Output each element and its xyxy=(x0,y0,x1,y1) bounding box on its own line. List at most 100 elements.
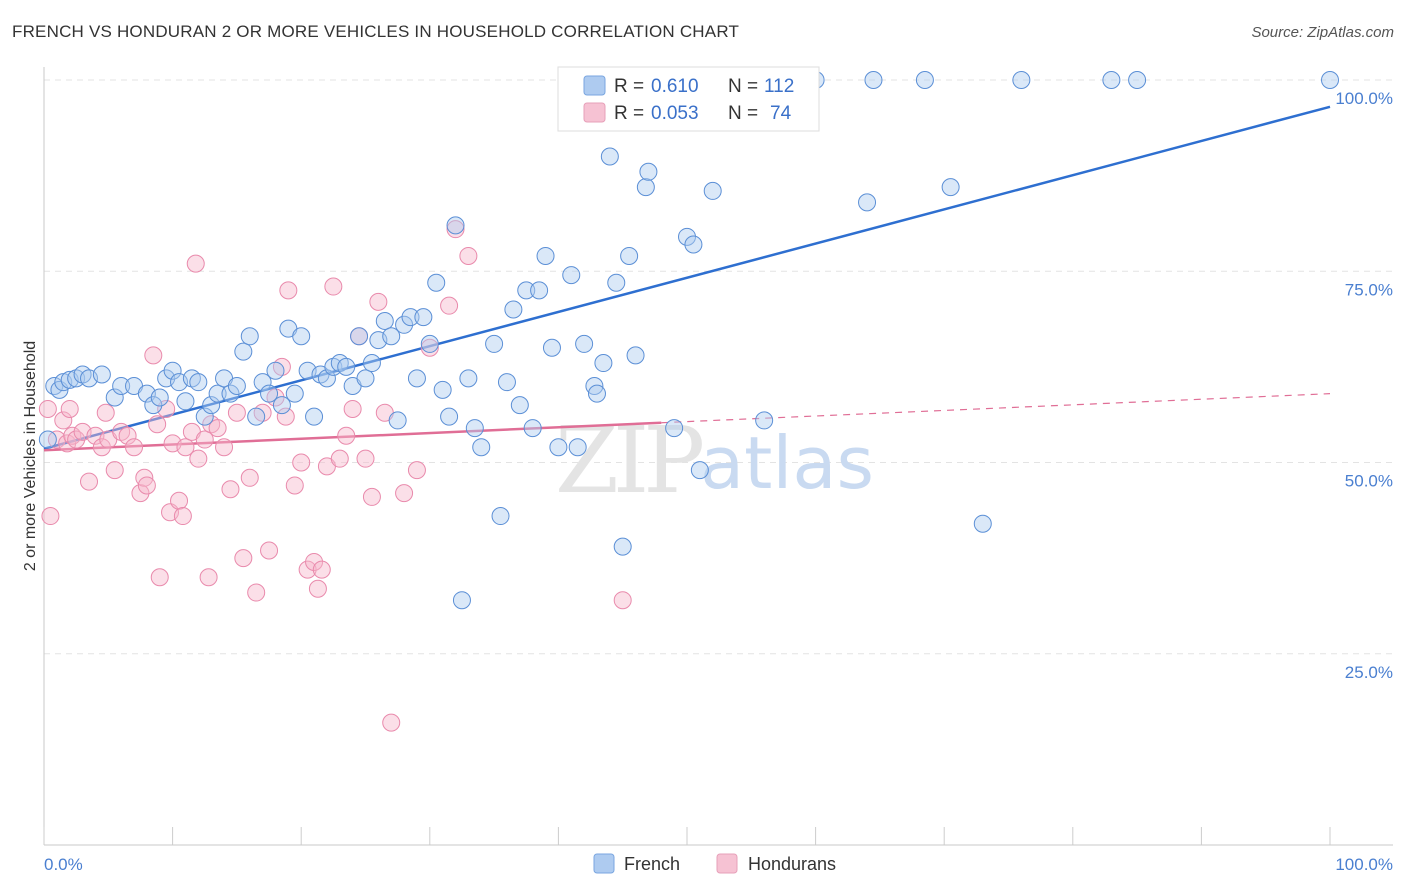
french-point-90 xyxy=(639,162,658,181)
honduran-point-16 xyxy=(118,426,137,445)
french-point-75 xyxy=(549,438,568,457)
french-point-103 xyxy=(941,178,960,197)
french-point-86 xyxy=(620,246,639,265)
honduran-point-27 xyxy=(170,491,189,510)
bottom-legend-swatch-french xyxy=(593,853,615,874)
honduran-point-49 xyxy=(285,476,304,495)
french-point-47 xyxy=(362,354,381,373)
french-trend-line xyxy=(43,105,1331,450)
french-point-29 xyxy=(247,407,266,426)
gridlines xyxy=(44,79,1393,655)
watermark: ZIP atlas xyxy=(555,407,874,514)
chart-title: FRENCH VS HONDURAN 2 OR MORE VEHICLES IN… xyxy=(12,22,740,41)
source-label: Source: ZipAtlas.com xyxy=(1251,24,1394,41)
trend-lines xyxy=(43,105,1331,452)
french-point-54 xyxy=(407,369,426,388)
honduran-point-42 xyxy=(247,583,266,602)
french-point-46 xyxy=(356,369,375,388)
french-point-43 xyxy=(337,357,356,376)
french-point-50 xyxy=(382,327,401,346)
french-point-95 xyxy=(690,461,709,480)
french-point-13 xyxy=(144,396,163,415)
honduran-point-56 xyxy=(324,277,343,296)
honduran-point-71 xyxy=(459,246,478,265)
honduran-point-48 xyxy=(279,281,298,300)
french-point-69 xyxy=(510,396,529,415)
french-point-18 xyxy=(176,392,195,411)
french-point-83 xyxy=(600,147,619,166)
honduran-point-11 xyxy=(92,438,111,457)
french-point-105 xyxy=(1012,71,1031,89)
french-point-26 xyxy=(227,377,246,395)
honduran-point-51 xyxy=(298,560,317,579)
honduran-point-69 xyxy=(440,296,459,315)
honduran-point-36 xyxy=(208,419,227,438)
honduran-point-9 xyxy=(80,472,99,491)
legend-r-label-honduran: R = xyxy=(614,103,644,124)
axes xyxy=(43,67,1393,846)
french-point-84 xyxy=(607,273,626,292)
french-point-55 xyxy=(414,308,433,327)
french-point-62 xyxy=(459,369,478,388)
legend-n-french: 112 xyxy=(764,76,794,97)
french-point-65 xyxy=(485,334,504,353)
french-point-27 xyxy=(234,342,253,361)
honduran-point-1 xyxy=(41,507,60,526)
honduran-point-28 xyxy=(173,507,192,526)
honduran-point-5 xyxy=(60,399,79,418)
y-axis-title: 2 or more Vehicles in Household xyxy=(22,341,39,571)
french-point-98 xyxy=(755,411,774,430)
honduran-point-65 xyxy=(382,713,401,732)
x-tick-label-max: 100.0% xyxy=(1335,855,1393,874)
french-point-38 xyxy=(305,407,324,426)
french-point-92 xyxy=(665,419,684,438)
honduran-point-21 xyxy=(144,346,163,365)
honduran-point-66 xyxy=(395,484,414,503)
honduran-point-61 xyxy=(356,449,375,468)
french-point-94 xyxy=(684,235,703,254)
french-point-31 xyxy=(260,384,279,403)
french-point-56 xyxy=(420,334,439,353)
legend-r-label-french: R = xyxy=(614,76,644,97)
french-point-49 xyxy=(375,311,394,330)
french-point-14 xyxy=(150,388,169,407)
french-point-76 xyxy=(562,266,581,285)
honduran-point-3 xyxy=(54,411,73,430)
french-point-51 xyxy=(388,411,407,430)
y-tick-label-2: 75.0% xyxy=(1345,280,1393,299)
french-point-77 xyxy=(568,438,587,457)
honduran-point-0 xyxy=(38,399,57,418)
honduran-point-37 xyxy=(215,438,234,457)
french-point-93 xyxy=(678,227,696,246)
french-point-33 xyxy=(272,396,291,415)
honduran-point-14 xyxy=(105,461,124,480)
x-tick-label-min: 0.0% xyxy=(44,855,83,874)
french-point-71 xyxy=(523,419,542,438)
honduran-point-52 xyxy=(305,552,324,571)
french-point-100 xyxy=(858,193,877,212)
honduran-point-32 xyxy=(189,449,208,468)
y-tick-label-0: 25.0% xyxy=(1345,663,1393,682)
bottom-legend-honduran: Hondurans xyxy=(748,854,836,874)
honduran-point-34 xyxy=(199,568,218,587)
french-point-8 xyxy=(92,365,111,384)
french-point-32 xyxy=(266,361,285,380)
french-point-104 xyxy=(973,514,992,533)
french-point-89 xyxy=(636,178,655,197)
french-point-52 xyxy=(395,315,414,334)
honduran-point-20 xyxy=(137,476,156,495)
honduran-point-2 xyxy=(47,430,66,449)
french-point-9 xyxy=(105,388,124,407)
french-point-58 xyxy=(433,380,452,399)
french-point-67 xyxy=(497,373,516,392)
bottom-legend-swatch-honduran xyxy=(716,853,738,874)
french-point-60 xyxy=(446,216,465,235)
x-ticks xyxy=(43,827,1331,845)
french-point-21 xyxy=(195,407,214,426)
french-point-107 xyxy=(1128,71,1147,89)
honduran-point-29 xyxy=(176,438,195,457)
french-point-36 xyxy=(292,327,311,346)
honduran-point-40 xyxy=(234,549,253,568)
honduran-point-38 xyxy=(221,480,240,499)
